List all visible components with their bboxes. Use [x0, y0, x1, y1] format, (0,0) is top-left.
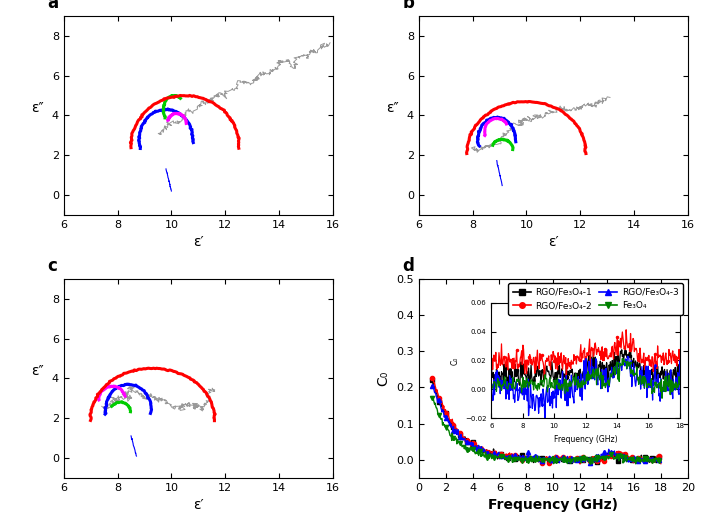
Legend: RGO/Fe₃O₄-1, RGO/Fe₃O₄-2, RGO/Fe₃O₄-3, Fe₃O₄: RGO/Fe₃O₄-1, RGO/Fe₃O₄-2, RGO/Fe₃O₄-3, F…	[508, 284, 683, 315]
X-axis label: ε′: ε′	[548, 235, 559, 250]
Y-axis label: ε″: ε″	[32, 101, 44, 116]
X-axis label: Frequency (GHz): Frequency (GHz)	[489, 498, 618, 512]
Text: b: b	[403, 0, 415, 12]
Y-axis label: C₀: C₀	[376, 371, 391, 386]
Text: d: d	[403, 257, 415, 275]
Text: c: c	[48, 257, 57, 275]
X-axis label: ε′: ε′	[193, 235, 203, 250]
Y-axis label: ε″: ε″	[32, 364, 44, 378]
X-axis label: ε′: ε′	[193, 498, 203, 512]
Y-axis label: ε″: ε″	[386, 101, 399, 116]
Text: a: a	[48, 0, 59, 12]
